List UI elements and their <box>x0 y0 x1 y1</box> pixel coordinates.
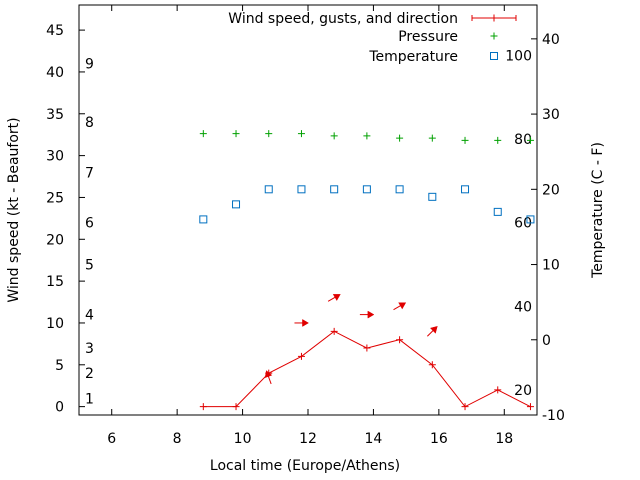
right-axis-title: Temperature (C - F) <box>590 142 606 279</box>
legend-marker-wind <box>490 14 498 22</box>
series-line-wind <box>203 330 531 408</box>
temperature-point <box>493 207 502 216</box>
fahrenheit-label: 60 <box>514 215 532 231</box>
wind-point <box>461 403 469 411</box>
legend-label: Wind speed, gusts, and direction <box>228 11 458 27</box>
x-tick-label: 6 <box>107 431 116 447</box>
wind-point <box>363 344 371 352</box>
legend-label: Pressure <box>398 29 458 45</box>
axis-ticks: 6 8 10 12 14 16 18051015202530354045-100102030… <box>46 5 565 447</box>
x-tick-label: 16 <box>430 431 448 447</box>
wind-arrow-head <box>302 319 309 327</box>
wind-point <box>232 403 240 411</box>
x-tick-label: 10 <box>234 431 252 447</box>
left-tick-label: 15 <box>46 274 64 290</box>
right-tick-label: 40 <box>542 32 560 48</box>
temperature-point <box>428 192 437 201</box>
wind-arrow-head <box>367 310 375 319</box>
wind-direction-arrow <box>327 294 341 302</box>
beaufort-label: 4 <box>85 308 94 324</box>
left-tick-label: 45 <box>46 23 64 39</box>
temperature-point <box>461 185 470 194</box>
plot-frame <box>78 4 538 416</box>
wind-arrow-head <box>398 302 407 310</box>
left-axis-title: Wind speed (kt - Beaufort) <box>6 117 22 302</box>
pressure-point <box>461 136 469 144</box>
pressure-point <box>396 134 404 142</box>
beaufort-label: 2 <box>85 366 94 382</box>
wind-point <box>330 327 338 335</box>
right-tick-label: 10 <box>542 258 560 274</box>
beaufort-label: 5 <box>85 257 94 273</box>
series-layer <box>199 130 535 411</box>
right-tick-label: 30 <box>542 107 560 123</box>
wind-point <box>199 403 207 411</box>
pressure-point <box>330 132 338 140</box>
temperature-point <box>297 185 306 194</box>
wind-arrow-head <box>264 370 273 378</box>
x-tick-label: 8 <box>173 431 182 447</box>
left-tick-label: 5 <box>55 358 64 374</box>
legend-marker-pressure <box>490 32 498 40</box>
temperature-point <box>395 185 404 194</box>
wind-direction-arrow <box>294 319 309 327</box>
left-tick-label: 35 <box>46 107 64 123</box>
beaufort-label: 3 <box>85 341 94 357</box>
fahrenheit-label: 100 <box>505 48 532 64</box>
x-tick-label: 12 <box>299 431 317 447</box>
pressure-point <box>232 130 240 138</box>
beaufort-label: 9 <box>85 57 94 73</box>
temperature-point <box>362 185 371 194</box>
beaufort-label: 6 <box>85 216 94 232</box>
wind-point <box>428 361 436 369</box>
wind-direction-arrow <box>427 326 438 337</box>
left-tick-label: 40 <box>46 65 64 81</box>
left-tick-label: 20 <box>46 232 64 248</box>
left-tick-label: 10 <box>46 316 64 332</box>
wind-point <box>396 336 404 344</box>
temperature-point <box>264 185 273 194</box>
beaufort-label: 7 <box>85 165 94 181</box>
temperature-point <box>232 200 241 209</box>
wind-point <box>297 352 305 360</box>
fahrenheit-label: 80 <box>514 132 532 148</box>
legend: Wind speed, gusts, and direction Pressure… <box>228 11 517 65</box>
legend-label: Temperature <box>368 49 458 65</box>
right-tick-label: 0 <box>542 333 551 349</box>
x-axis-title: Local time (Europe/Athens) <box>210 458 400 474</box>
fahrenheit-label: 40 <box>514 300 532 316</box>
wind-point <box>526 403 534 411</box>
right-tick-label: 20 <box>542 182 560 198</box>
wind-direction-arrow <box>393 302 407 311</box>
pressure-point <box>265 130 273 138</box>
wind-direction-arrow <box>264 370 273 385</box>
left-tick-label: 25 <box>46 190 64 206</box>
fahrenheit-label: 20 <box>514 383 532 399</box>
wind-arrow-head <box>430 326 438 334</box>
temperature-point <box>526 215 535 224</box>
pressure-point <box>199 130 207 138</box>
wind-direction-arrow <box>359 310 375 319</box>
left-tick-label: 0 <box>55 400 64 416</box>
pressure-point <box>526 136 534 144</box>
temperature-point <box>330 185 339 194</box>
wind-point <box>494 386 502 394</box>
pressure-point <box>297 130 305 138</box>
x-tick-label: 18 <box>495 431 513 447</box>
left-tick-label: 30 <box>46 149 64 165</box>
x-tick-label: 14 <box>365 431 383 447</box>
right-tick-label: -10 <box>542 408 565 424</box>
pressure-point <box>428 134 436 142</box>
beaufort-label: 1 <box>85 391 94 407</box>
beaufort-label: 8 <box>85 115 94 131</box>
temperature-point <box>199 215 208 224</box>
legend-marker-temperature <box>490 52 498 60</box>
pressure-point <box>494 136 502 144</box>
wind-arrow-head <box>332 294 341 301</box>
pressure-point <box>363 132 371 140</box>
legend-line-caps <box>471 15 517 21</box>
